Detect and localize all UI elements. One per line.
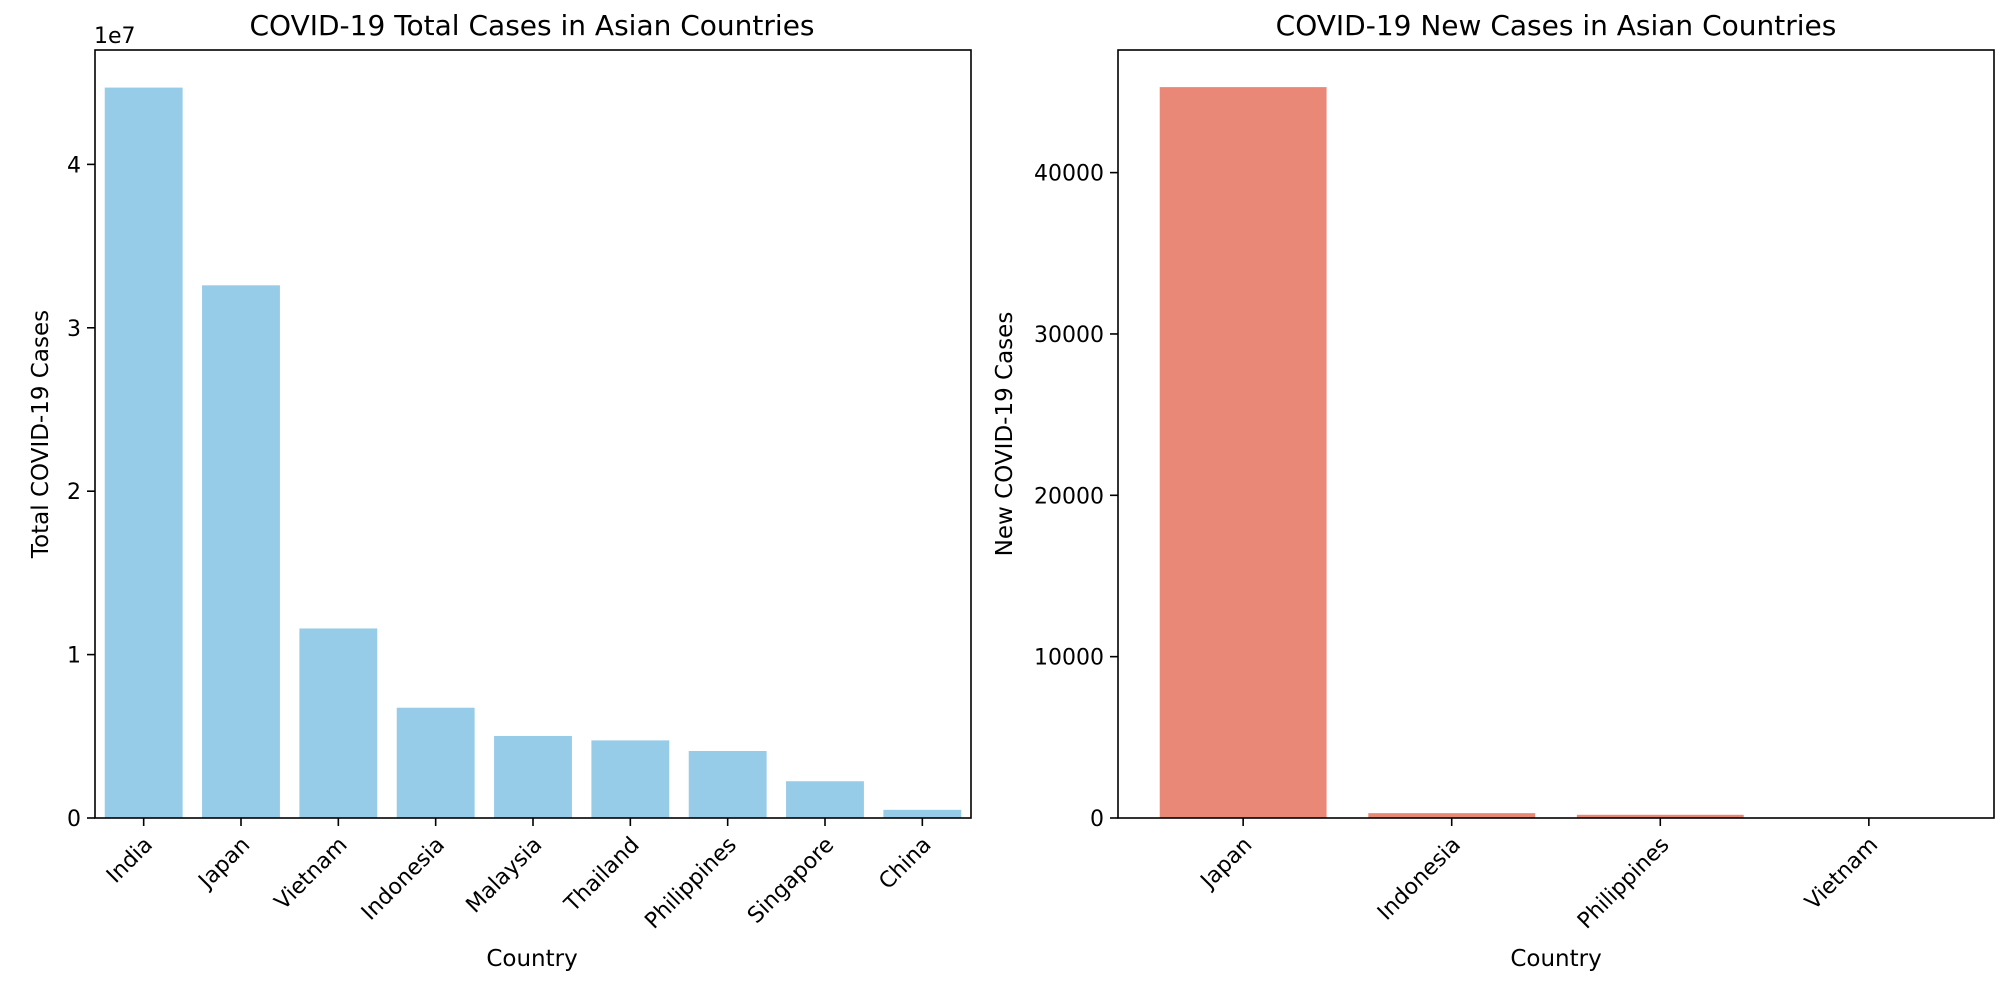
- total-cases-chart: COVID-19 Total Cases in Asian Countries …: [28, 9, 972, 972]
- y-axis-label: Total COVID-19 Cases: [28, 310, 54, 559]
- y-tick-label: 10000: [1034, 646, 1104, 671]
- bar-malaysia: [494, 735, 572, 818]
- y-axis-label: New COVID-19 Cases: [992, 312, 1018, 557]
- bar-indonesia: [1368, 813, 1536, 818]
- bar-philippines: [688, 751, 767, 818]
- x-tick-label: Indonesia: [1373, 833, 1466, 926]
- x-tick-label: India: [102, 833, 158, 889]
- bar-thailand: [591, 740, 670, 818]
- plot-frame: [94, 49, 972, 819]
- y-tick-label: 0: [1090, 807, 1104, 832]
- bar-singapore: [786, 781, 864, 818]
- x-ticks: Japan Indonesia Philippines Vietnam: [1195, 818, 1883, 934]
- x-tick-label: Japan: [1195, 833, 1257, 895]
- bars: [1159, 87, 1744, 818]
- chart-title: COVID-19 New Cases in Asian Countries: [1276, 9, 1837, 42]
- bar-japan: [202, 285, 280, 818]
- y-ticks: 0 1 2 3 4: [67, 153, 95, 832]
- bar-vietnam: [299, 628, 378, 818]
- x-tick-label: Philippines: [640, 833, 741, 934]
- x-ticks: India Japan Vietnam Indonesia Malaysia Thaila…: [102, 818, 937, 934]
- y-tick-label: 40000: [1034, 162, 1104, 187]
- y-tick-label: 20000: [1034, 484, 1104, 509]
- plot-frame: [1117, 49, 1995, 819]
- chart-title: COVID-19 Total Cases in Asian Countries: [249, 9, 814, 42]
- x-tick-label: Thailand: [559, 833, 644, 918]
- bar-india: [104, 87, 183, 818]
- x-tick-label: Philippines: [1573, 833, 1674, 934]
- bar-china: [883, 809, 962, 818]
- x-axis-label: Country: [486, 946, 577, 972]
- bar-philippines: [1576, 814, 1744, 818]
- y-tick-label: 30000: [1034, 323, 1104, 348]
- y-tick-label: 2: [67, 480, 81, 505]
- y-ticks: 0 10000 20000 30000 40000: [1034, 162, 1118, 832]
- new-cases-chart: COVID-19 New Cases in Asian Countries Ne…: [992, 9, 1995, 972]
- x-tick-label: Singapore: [743, 833, 839, 929]
- bar-japan: [1159, 87, 1327, 818]
- x-tick-label: Malaysia: [462, 833, 548, 919]
- x-tick-label: Vietnam: [270, 833, 353, 916]
- y-tick-label: 4: [67, 153, 81, 178]
- x-tick-label: Indonesia: [357, 833, 450, 926]
- y-offset-label: 1e7: [94, 24, 136, 49]
- x-tick-label: China: [874, 833, 936, 895]
- x-tick-label: Vietnam: [1801, 833, 1884, 916]
- y-tick-label: 1: [67, 644, 81, 669]
- y-tick-label: 0: [67, 807, 81, 832]
- y-tick-label: 3: [67, 317, 81, 342]
- x-axis-label: Country: [1510, 946, 1601, 972]
- bar-indonesia: [396, 707, 475, 818]
- bars: [104, 87, 962, 818]
- x-tick-label: Japan: [193, 833, 255, 895]
